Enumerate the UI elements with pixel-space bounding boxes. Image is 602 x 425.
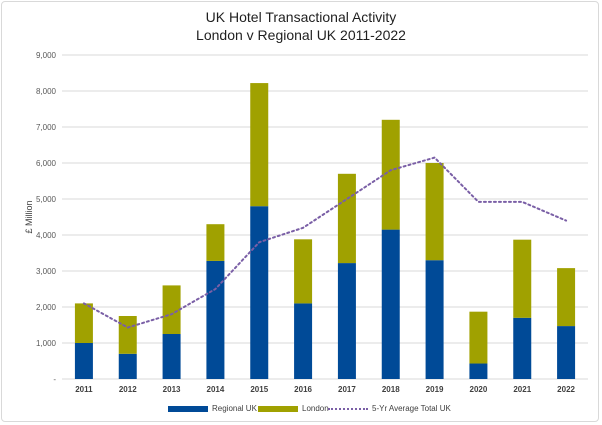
x-tick-label: 2020	[470, 385, 488, 394]
y-tick-label: 9,000	[36, 51, 57, 60]
x-tick-label: 2019	[426, 385, 444, 394]
bar-regional-2017	[337, 263, 356, 379]
y-tick-label: -	[53, 375, 56, 384]
x-tick-label: 2016	[294, 385, 312, 394]
legend-swatch-london	[258, 405, 298, 412]
bar-london-2014	[206, 224, 225, 261]
x-tick-label: 2013	[163, 385, 181, 394]
legend-item-average: 5-Yr Average Total UK	[328, 404, 451, 413]
y-tick-label: 1,000	[36, 339, 57, 348]
legend-label-average: 5-Yr Average Total UK	[372, 404, 451, 413]
bar-london-2022	[557, 268, 576, 327]
bar-regional-2011	[74, 343, 93, 379]
chart-subtitle: London v Regional UK 2011-2022	[196, 27, 406, 43]
bar-regional-2016	[294, 303, 313, 379]
x-tick-label: 2017	[338, 385, 356, 394]
legend-swatch-regional	[168, 405, 208, 412]
legend-label-london: London	[302, 404, 329, 413]
bar-london-2013	[162, 285, 181, 334]
bar-london-2016	[294, 239, 313, 304]
x-tick-label: 2022	[557, 385, 575, 394]
bar-london-2015	[250, 83, 269, 207]
bar-london-2019	[425, 163, 444, 261]
bar-regional-2019	[425, 260, 444, 379]
y-tick-label: 5,000	[36, 195, 57, 204]
y-tick-label: 4,000	[36, 231, 57, 240]
legend-label-regional: Regional UK	[212, 404, 257, 413]
bar-london-2012	[118, 316, 137, 354]
legend: Regional UK London 5-Yr Average Total UK	[0, 404, 602, 418]
bar-regional-2021	[513, 317, 532, 379]
line-5yr-average	[82, 156, 568, 329]
x-tick-label: 2011	[75, 385, 93, 394]
y-tick-label: 3,000	[36, 267, 57, 276]
bar-regional-2012	[118, 353, 137, 379]
bar-regional-2022	[557, 326, 576, 379]
bar-london-2020	[469, 311, 488, 364]
legend-item-london: London	[258, 404, 329, 413]
bar-regional-2013	[162, 334, 181, 379]
legend-item-regional: Regional UK	[168, 404, 257, 413]
chart-title: UK Hotel Transactional Activity	[205, 9, 397, 25]
bar-london-2011	[74, 303, 93, 343]
legend-swatch-average	[328, 407, 368, 410]
bar-regional-2018	[381, 229, 400, 379]
bar-regional-2015	[250, 206, 269, 379]
bar-regional-2020	[469, 363, 488, 379]
y-tick-label: 7,000	[36, 123, 57, 132]
x-tick-label: 2012	[119, 385, 137, 394]
y-tick-label: 6,000	[36, 159, 57, 168]
bar-london-2017	[337, 173, 356, 264]
x-tick-label: 2015	[250, 385, 268, 394]
y-tick-label: 8,000	[36, 87, 57, 96]
bar-london-2021	[513, 239, 532, 318]
y-tick-label: 2,000	[36, 303, 57, 312]
bar-london-2018	[381, 119, 400, 230]
x-tick-label: 2014	[207, 385, 225, 394]
y-axis-label: £ Million	[24, 200, 34, 233]
bar-regional-2014	[206, 260, 225, 379]
x-tick-label: 2018	[382, 385, 400, 394]
x-tick-label: 2021	[513, 385, 531, 394]
